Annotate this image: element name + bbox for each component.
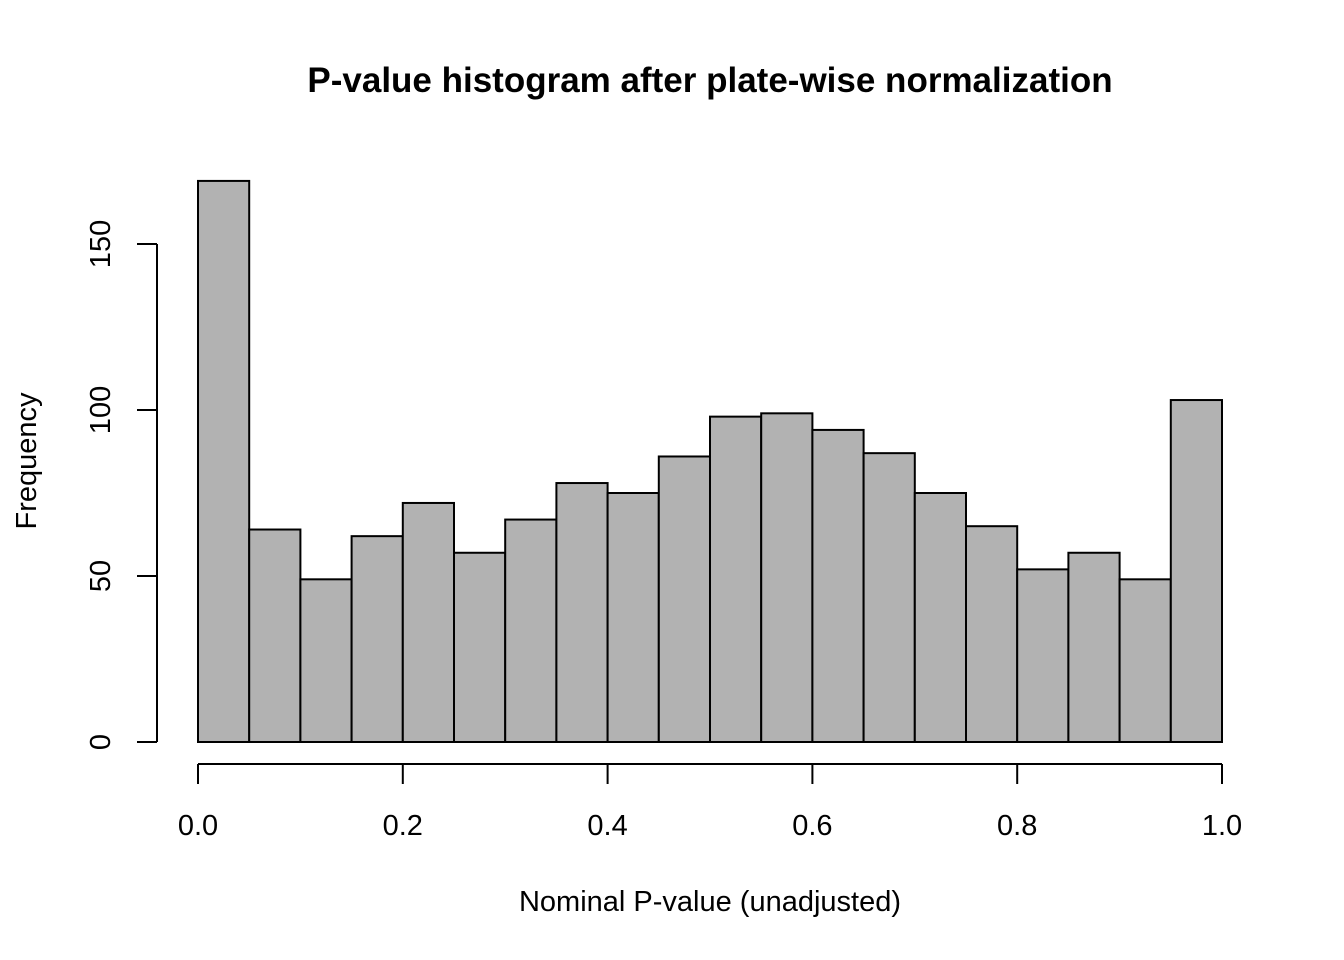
y-tick-label-1: 50 [85, 560, 117, 592]
histogram-bar-11 [760, 412, 814, 743]
histogram-bar-0 [197, 179, 251, 744]
histogram-bar-19 [1169, 399, 1224, 743]
histogram-bar-8 [606, 492, 660, 743]
histogram-bar-4 [401, 501, 455, 743]
histogram-bar-7 [555, 482, 609, 743]
histogram-bar-13 [862, 452, 916, 743]
y-tick-label-0: 0 [85, 734, 117, 750]
chart-title: P-value histogram after plate-wise norma… [307, 61, 1112, 100]
histogram-bar-5 [453, 551, 507, 744]
x-tick-label-3: 0.6 [792, 810, 832, 842]
histogram-bar-14 [913, 492, 967, 743]
histogram-bar-16 [1016, 568, 1070, 743]
histogram-bar-1 [248, 528, 302, 744]
histogram-bar-6 [504, 518, 558, 743]
histogram-bar-2 [299, 578, 353, 743]
x-axis: 0.0 0.2 0.4 0.6 0.8 1.0 [178, 763, 1242, 842]
bars-group [197, 179, 1224, 744]
x-tick-label-2: 0.4 [587, 810, 627, 842]
histogram-bar-9 [657, 455, 711, 743]
histogram-bar-3 [350, 535, 404, 743]
y-tick-label-3: 150 [85, 220, 117, 268]
histogram-bar-15 [965, 525, 1019, 744]
x-axis-title: Nominal P-value (unadjusted) [519, 886, 901, 918]
x-tick-label-4: 0.8 [997, 810, 1037, 842]
histogram-bar-10 [709, 415, 763, 743]
histogram-bar-17 [1067, 551, 1121, 744]
x-tick-label-5: 1.0 [1202, 810, 1242, 842]
y-axis-title: Frequency [11, 392, 43, 530]
histogram-bar-12 [811, 428, 865, 743]
y-tick-label-2: 100 [85, 386, 117, 434]
histogram-bar-18 [1118, 578, 1172, 743]
y-axis: 0 50 100 150 [85, 220, 158, 750]
x-tick-label-0: 0.0 [178, 810, 218, 842]
x-tick-label-1: 0.2 [383, 810, 423, 842]
